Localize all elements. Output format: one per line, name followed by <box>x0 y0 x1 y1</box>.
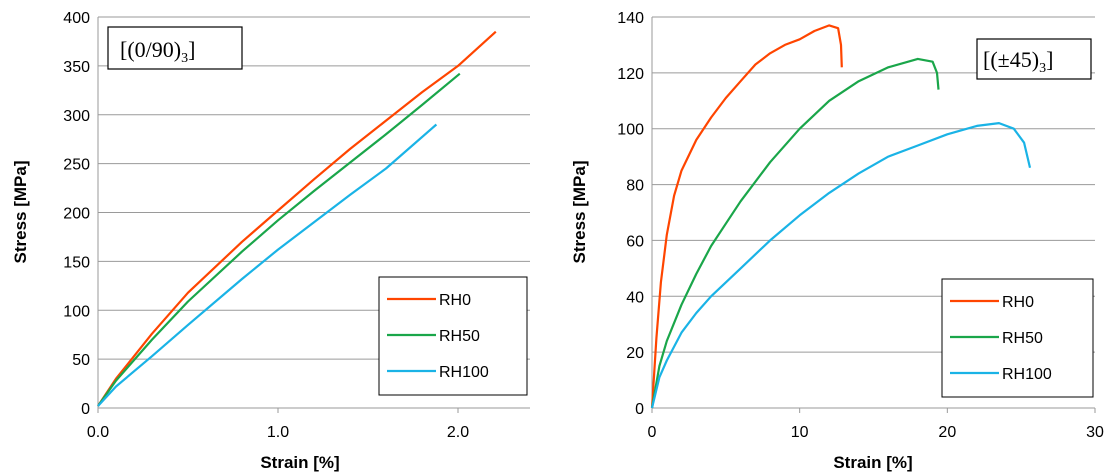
chart2-x-tick-label: 0 <box>648 424 657 441</box>
chart1-y-tick-label: 250 <box>63 157 90 174</box>
chart2-x-axis-label: Strain [%] <box>833 453 912 472</box>
chart2-x-tick-label: 20 <box>938 424 956 441</box>
chart2-y-tick-label: 120 <box>617 66 644 83</box>
chart2-y-tick-label: 40 <box>626 289 644 306</box>
chart1-y-tick-label: 50 <box>72 352 90 369</box>
chart1-annotation-label: [(0/90)3] <box>120 37 195 66</box>
chart2-annotation-box <box>976 38 1092 80</box>
chart2-x-tick-label: 10 <box>791 424 809 441</box>
chart1-x-axis-label: Strain [%] <box>260 453 339 472</box>
chart2-annotation-main: [(±45) <box>983 47 1039 72</box>
chart2-y-tick-label: 20 <box>626 345 644 362</box>
chart1-annotation-box <box>107 26 243 70</box>
left-chart-panel: 0 50 100 150 200 250 300 350 400 0.0 1.0 2.0 Strain … <box>11 10 530 472</box>
chart2-y-axis-label: Stress [MPa] <box>570 161 589 264</box>
chart1-x-tick-label: 1.0 <box>267 424 289 441</box>
chart1-y-tick-label: 350 <box>63 59 90 76</box>
chart2-y-tick-label: 140 <box>617 10 644 27</box>
chart2-legend-label-rh0: RH0 <box>1002 294 1034 311</box>
chart1-legend-label-rh50: RH50 <box>439 328 480 345</box>
chart2-annotation-label: [(±45)3] <box>983 47 1053 76</box>
chart1-annotation-main: [(0/90) <box>120 37 181 62</box>
chart2-y-tick-label: 100 <box>617 122 644 139</box>
chart2-legend-label-rh100: RH100 <box>1002 366 1052 383</box>
right-chart-panel: 0 20 40 60 80 100 120 140 0 10 20 30 Strain [%] Stres… <box>570 10 1104 472</box>
chart1-y-tick-label: 0 <box>81 401 90 418</box>
chart1-y-tick-label: 300 <box>63 108 90 125</box>
chart1-annotation-close: ] <box>188 37 195 62</box>
chart1-y-tick-label: 150 <box>63 254 90 271</box>
chart1-annotation-subscript: 3 <box>181 51 188 66</box>
chart2-legend-label-rh50: RH50 <box>1002 330 1043 347</box>
chart1-legend-label-rh0: RH0 <box>439 292 471 309</box>
chart2-y-tick-label: 60 <box>626 233 644 250</box>
chart2-annotation-subscript: 3 <box>1039 61 1046 76</box>
chart2-x-tick-label: 30 <box>1086 424 1104 441</box>
chart2-series-line-rh50 <box>650 57 940 409</box>
chart1-y-tick-label: 200 <box>63 206 90 223</box>
chart1-y-tick-label: 100 <box>63 303 90 320</box>
chart2-annotation-close: ] <box>1046 47 1053 72</box>
chart1-series-line-rh100 <box>97 123 438 407</box>
chart2-series-line-rh100 <box>650 121 1032 409</box>
chart1-x-tick-label: 2.0 <box>447 424 469 441</box>
chart1-x-tick-label: 0.0 <box>87 424 109 441</box>
chart2-y-tick-label: 0 <box>635 401 644 418</box>
chart2-series-line-rh0 <box>650 24 843 409</box>
chart1-series-line-rh0 <box>97 30 497 407</box>
chart1-y-axis-label: Stress [MPa] <box>11 161 30 264</box>
chart1-series-line-rh50 <box>97 72 461 407</box>
chart1-y-tick-label: 400 <box>63 10 90 27</box>
chart2-y-tick-label: 80 <box>626 178 644 195</box>
chart1-legend-label-rh100: RH100 <box>439 364 489 381</box>
